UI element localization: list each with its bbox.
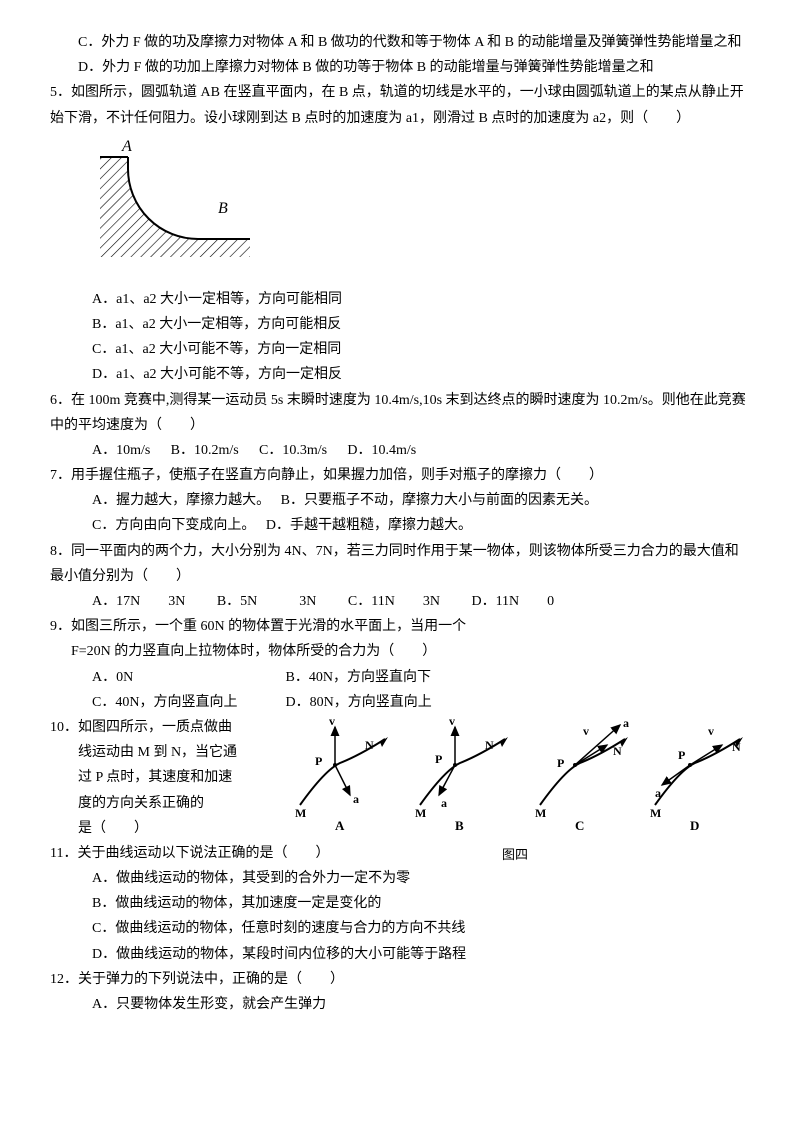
svg-text:v: v <box>329 715 335 728</box>
q11-option-d: D．做曲线运动的物体，某段时间内位移的大小可能等于路程 <box>50 942 750 967</box>
q9-option-d: D．80N，方向竖直向上 <box>286 690 476 715</box>
q7-option-b: B．只要瓶子不动，摩擦力大小与前面的因素无关。 <box>281 493 598 508</box>
q7-stem: 7．用手握住瓶子，使瓶子在竖直方向静止，如果握力加倍，则手对瓶子的摩擦力（ ） <box>50 463 750 488</box>
q8-option-b: B．5N 3N <box>217 589 317 614</box>
q5-option-b: B．a1、a2 大小一定相等，方向可能相反 <box>50 312 750 337</box>
svg-text:P: P <box>435 752 442 766</box>
pre-option-c: C．外力 F 做的功及摩擦力对物体 A 和 B 做功的代数和等于物体 A 和 B… <box>50 30 750 55</box>
q5-label-a: A <box>121 139 132 155</box>
q7-option-d: D．手越干越粗糙，摩擦力越大。 <box>266 518 472 533</box>
q5-figure: A B <box>90 139 750 279</box>
svg-text:M: M <box>415 806 426 820</box>
svg-text:a: a <box>655 786 661 800</box>
svg-text:D: D <box>690 818 699 833</box>
q8-option-d: D．11N 0 <box>471 589 554 614</box>
q11-option-a: A．做曲线运动的物体，其受到的合外力一定不为零 <box>50 866 750 891</box>
q10-line4: 度的方向关系正确的 <box>50 791 270 816</box>
q5-option-c: C．a1、a2 大小可能不等，方向一定相同 <box>50 337 750 362</box>
q6-option-c: C．10.3m/s <box>259 438 327 463</box>
svg-text:a: a <box>623 716 629 730</box>
q7-options-row1: A．握力越大，摩擦力越大。 B．只要瓶子不动，摩擦力大小与前面的因素无关。 <box>50 488 750 513</box>
q7-option-c: C．方向由向下变成向上。 <box>92 518 248 533</box>
svg-text:P: P <box>557 756 564 770</box>
q6-options: A．10m/s B．10.2m/s C．10.3m/s D．10.4m/s <box>50 438 750 463</box>
q10-line2: 线运动由 M 到 N，当它通 <box>50 740 270 765</box>
q6-stem: 6．在 100m 竞赛中,测得某一运动员 5s 末瞬时速度为 10.4m/s,1… <box>50 388 750 438</box>
svg-text:N: N <box>732 740 741 754</box>
q8-stem: 8．同一平面内的两个力，大小分别为 4N、7N，若三力同时作用于某一物体，则该物… <box>50 539 750 589</box>
svg-text:a: a <box>441 796 447 810</box>
q10-line3: 过 P 点时，其速度和加速 <box>50 765 270 790</box>
q12-option-a: A．只要物体发生形变，就会产生弹力 <box>50 992 750 1017</box>
q8-options: A．17N 3N B．5N 3N C．11N 3N D．11N 0 <box>50 589 750 614</box>
q9-stem-line1: 9．如图三所示，一个重 60N 的物体置于光滑的水平面上，当用一个 <box>50 614 750 639</box>
svg-text:N: N <box>485 738 494 752</box>
q6-option-d: D．10.4m/s <box>347 438 416 463</box>
q10-line1: 10．如图四所示，一质点做曲 <box>50 715 270 740</box>
q5-option-d: D．a1、a2 大小可能不等，方向一定相反 <box>50 362 750 387</box>
q9-options-row2: C．40N，方向竖直向上 D．80N，方向竖直向上 <box>50 690 750 715</box>
q11-option-b: B．做曲线运动的物体，其加速度一定是变化的 <box>50 891 750 916</box>
q9-option-b: B．40N，方向竖直向下 <box>286 665 476 690</box>
q9-options-row1: A．0N B．40N，方向竖直向下 <box>50 665 750 690</box>
svg-text:C: C <box>575 818 584 833</box>
q9-option-a: A．0N <box>92 665 282 690</box>
svg-text:A: A <box>335 818 345 833</box>
q9-stem-line2: F=20N 的力竖直向上拉物体时，物体所受的合力为（ ） <box>50 639 750 664</box>
q5-stem: 5．如图所示，圆弧轨道 AB 在竖直平面内，在 B 点，轨道的切线是水平的，一小… <box>50 80 750 130</box>
q10-figure-caption: 图四 <box>280 843 750 866</box>
q11-option-c: C．做曲线运动的物体，任意时刻的速度与合力的方向不共线 <box>50 916 750 941</box>
svg-text:M: M <box>295 806 306 820</box>
pre-option-d: D．外力 F 做的功加上摩擦力对物体 B 做的功等于物体 B 的动能增量与弹簧弹… <box>50 55 750 80</box>
q7-option-a: A．握力越大，摩擦力越大。 <box>92 493 263 508</box>
svg-text:v: v <box>708 724 714 738</box>
svg-text:M: M <box>650 806 661 820</box>
q10-block: 10．如图四所示，一质点做曲 线运动由 M 到 N，当它通 过 P 点时，其速度… <box>50 715 750 841</box>
q7-options-row2: C．方向由向下变成向上。 D．手越干越粗糙，摩擦力越大。 <box>50 513 750 538</box>
q12-stem: 12．关于弹力的下列说法中，正确的是（ ） <box>50 967 750 992</box>
svg-text:P: P <box>315 754 322 768</box>
q5-option-a: A．a1、a2 大小一定相等，方向可能相同 <box>50 287 750 312</box>
svg-text:B: B <box>455 818 464 833</box>
svg-text:v: v <box>449 715 455 728</box>
q6-option-b: B．10.2m/s <box>171 438 239 463</box>
q9-option-c: C．40N，方向竖直向上 <box>92 690 282 715</box>
svg-text:a: a <box>353 792 359 806</box>
q5-label-b: B <box>218 200 228 217</box>
svg-text:M: M <box>535 806 546 820</box>
q10-figure: v a P M N A v a P M N B <box>280 715 750 866</box>
svg-text:v: v <box>583 724 589 738</box>
q6-option-a: A．10m/s <box>92 438 150 463</box>
q10-line5: 是（ ） <box>50 816 270 841</box>
svg-text:P: P <box>678 748 685 762</box>
svg-text:N: N <box>365 738 374 752</box>
q8-option-c: C．11N 3N <box>348 589 440 614</box>
svg-text:N: N <box>613 744 622 758</box>
q8-option-a: A．17N 3N <box>92 589 185 614</box>
